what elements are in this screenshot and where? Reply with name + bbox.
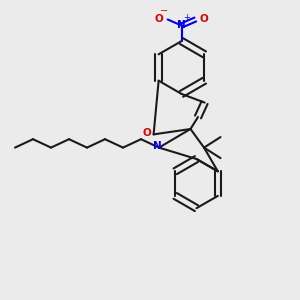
Text: N: N: [153, 141, 162, 151]
Text: −: −: [160, 6, 168, 16]
Text: O: O: [199, 14, 208, 25]
Text: O: O: [155, 14, 164, 25]
Text: O: O: [142, 128, 152, 138]
Text: +: +: [184, 14, 190, 22]
Text: N: N: [177, 20, 186, 31]
